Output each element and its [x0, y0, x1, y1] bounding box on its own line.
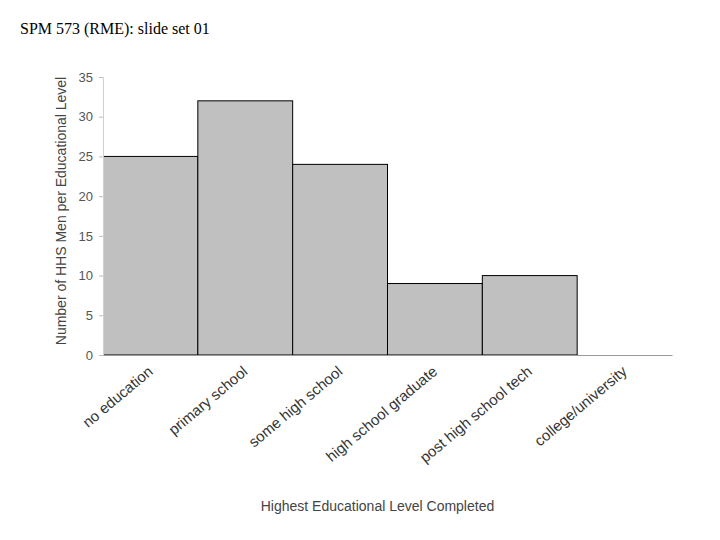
y-tick: 10	[79, 268, 103, 283]
y-tick-label: 0	[86, 348, 93, 363]
y-tick: 5	[86, 308, 103, 323]
x-tick: post high school tech	[416, 355, 535, 466]
y-tick-mark	[99, 315, 103, 316]
plot: 0 5 10 15 20 25 30 35 no educationprimary school…	[79, 70, 673, 466]
x-tick-label: primary school	[165, 362, 251, 438]
x-axis-line	[104, 355, 673, 356]
x-tick-label: some high school	[245, 362, 345, 450]
x-axis: no educationprimary schoolsome high scho…	[79, 355, 673, 466]
y-tick-label: 15	[79, 229, 93, 244]
y-tick-label: 25	[79, 149, 93, 164]
y-tick-label: 10	[79, 268, 93, 283]
x-axis-title: Highest Educational Level Completed	[261, 498, 494, 514]
y-tick-label: 5	[86, 308, 93, 323]
x-tick: no education	[79, 355, 156, 431]
chart: SPM 573 (RME): slide set 01 0 5 10 15 20 25 30 3…	[0, 0, 720, 540]
x-tick-label: no education	[79, 362, 156, 430]
y-tick-mark	[99, 276, 103, 277]
y-tick: 25	[79, 149, 103, 164]
x-tick: primary school	[165, 355, 251, 438]
y-tick-label: 35	[79, 70, 93, 85]
x-tick-label: college/university	[531, 362, 630, 449]
y-axis-title: Number of HHS Men per Educational Level	[53, 77, 69, 345]
y-tick-label: 30	[79, 109, 93, 124]
y-tick: 0	[86, 348, 103, 363]
y-tick: 35	[79, 70, 103, 85]
y-tick: 20	[79, 189, 103, 204]
bars	[103, 101, 577, 355]
bar	[293, 164, 388, 355]
y-tick-label: 20	[79, 189, 93, 204]
y-axis-line	[99, 78, 104, 356]
bar	[577, 355, 672, 356]
y-tick-mark	[99, 77, 103, 78]
y-tick-mark	[99, 355, 103, 356]
y-tick: 15	[79, 229, 103, 244]
bar	[198, 101, 293, 355]
x-tick-label: post high school tech	[416, 362, 535, 466]
y-tick-mark	[99, 236, 103, 237]
bar	[482, 276, 577, 355]
bar	[103, 156, 198, 355]
y-tick-mark	[99, 117, 103, 118]
title: SPM 573 (RME): slide set 01	[20, 20, 210, 38]
bar	[388, 284, 483, 355]
y-tick: 30	[79, 109, 103, 124]
y-axis: 0 5 10 15 20 25 30 35	[79, 70, 104, 363]
y-tick-mark	[99, 156, 103, 157]
x-tick: some high school	[245, 355, 345, 450]
x-tick: college/university	[531, 355, 630, 449]
y-tick-mark	[99, 196, 103, 197]
